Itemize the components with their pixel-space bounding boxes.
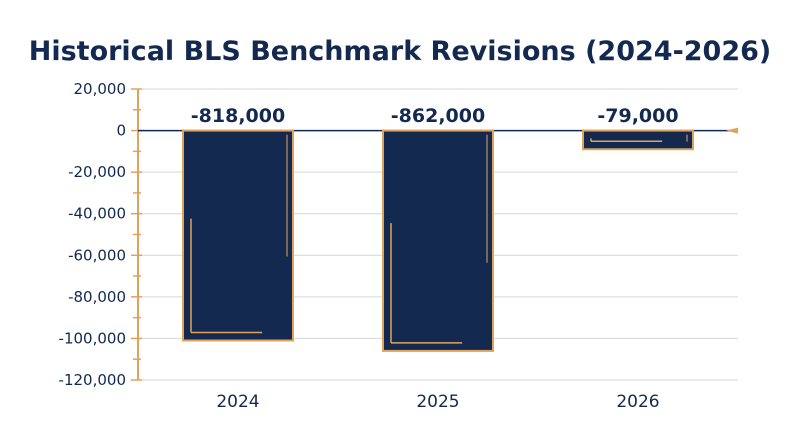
y-tick-label: 0 [116, 122, 126, 140]
bar [182, 129, 294, 342]
x-tick-label: 2024 [216, 392, 259, 412]
x-tick-labels: 2024 2025 2026 [216, 392, 659, 412]
zero-line-arrow [726, 127, 738, 134]
bar [582, 129, 694, 151]
bar [382, 129, 494, 352]
y-tick-label: 20,000 [74, 80, 127, 98]
data-label: -818,000 [191, 105, 285, 127]
y-tick-label: -120,000 [59, 371, 126, 389]
data-label: -79,000 [597, 105, 678, 127]
y-tick-label: -100,000 [59, 329, 126, 347]
y-tick-label: -40,000 [68, 205, 126, 223]
data-labels: -818,000 -862,000 -79,000 [191, 105, 679, 127]
x-tick-label: 2026 [616, 392, 659, 412]
y-tick-label: -60,000 [68, 246, 126, 264]
y-tick-label: -80,000 [68, 288, 126, 306]
bars [182, 129, 694, 352]
y-tick-label: -20,000 [68, 163, 126, 181]
chart-title: Historical BLS Benchmark Revisions (2024… [29, 36, 772, 67]
data-label: -862,000 [391, 105, 485, 127]
x-tick-label: 2025 [416, 392, 459, 412]
y-tick-labels: 20,000 0 -20,000 -40,000 -60,000 -80,000 -100,… [59, 80, 126, 389]
